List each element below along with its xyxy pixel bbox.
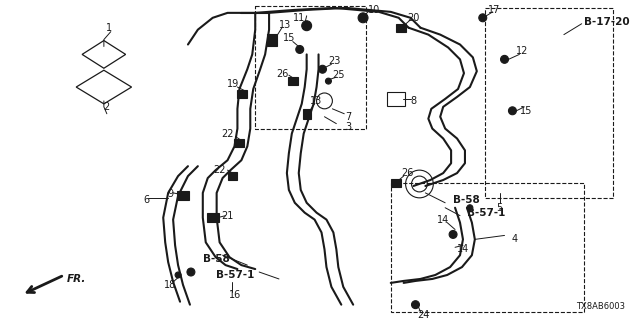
Text: B-58: B-58 bbox=[203, 254, 230, 264]
Text: 15: 15 bbox=[283, 33, 295, 43]
Text: 14: 14 bbox=[437, 215, 449, 225]
Text: 4: 4 bbox=[511, 234, 518, 244]
Bar bbox=[228, 172, 237, 180]
Circle shape bbox=[449, 230, 457, 238]
Circle shape bbox=[187, 268, 195, 276]
Text: B-57-1: B-57-1 bbox=[216, 270, 254, 280]
Text: 18: 18 bbox=[164, 280, 176, 290]
Bar bbox=[234, 140, 244, 148]
Text: 19: 19 bbox=[227, 79, 239, 89]
Text: B-57-1: B-57-1 bbox=[467, 208, 506, 218]
Text: 14: 14 bbox=[457, 244, 469, 254]
Circle shape bbox=[412, 301, 419, 308]
Circle shape bbox=[326, 78, 332, 84]
Bar bbox=[391, 179, 401, 187]
Text: TX8AB6003: TX8AB6003 bbox=[576, 302, 625, 311]
Text: 20: 20 bbox=[407, 13, 420, 23]
Text: 22: 22 bbox=[213, 165, 226, 175]
Bar bbox=[207, 213, 219, 222]
Circle shape bbox=[500, 55, 508, 63]
Text: 26: 26 bbox=[276, 69, 288, 79]
Circle shape bbox=[508, 107, 516, 115]
Bar bbox=[237, 90, 247, 98]
Circle shape bbox=[479, 14, 486, 22]
Bar bbox=[267, 34, 277, 45]
Text: 3: 3 bbox=[345, 122, 351, 132]
Text: 11: 11 bbox=[292, 13, 305, 23]
Text: 17: 17 bbox=[488, 5, 501, 15]
Text: 24: 24 bbox=[417, 309, 429, 320]
Text: 25: 25 bbox=[332, 70, 344, 80]
Bar bbox=[391, 183, 584, 312]
Text: 8: 8 bbox=[410, 96, 417, 106]
Text: 23: 23 bbox=[328, 56, 340, 66]
Circle shape bbox=[175, 272, 181, 278]
Text: 13: 13 bbox=[279, 20, 291, 30]
Bar bbox=[303, 109, 310, 119]
Text: 12: 12 bbox=[516, 46, 529, 56]
Bar bbox=[288, 77, 298, 85]
Bar bbox=[177, 191, 189, 200]
Text: 6: 6 bbox=[143, 195, 150, 205]
Circle shape bbox=[296, 45, 304, 53]
Text: 15: 15 bbox=[520, 106, 532, 116]
Bar bbox=[387, 92, 404, 106]
Text: FR.: FR. bbox=[67, 274, 86, 284]
Circle shape bbox=[319, 65, 326, 73]
Text: 10: 10 bbox=[368, 5, 380, 15]
Circle shape bbox=[467, 205, 473, 211]
Bar bbox=[396, 24, 406, 32]
Text: 1: 1 bbox=[106, 23, 112, 33]
Text: 21: 21 bbox=[221, 211, 234, 221]
Text: 5: 5 bbox=[497, 203, 502, 213]
Text: B-58: B-58 bbox=[453, 195, 480, 205]
Text: 22: 22 bbox=[221, 129, 234, 139]
Text: 16: 16 bbox=[229, 290, 241, 300]
Text: 2: 2 bbox=[104, 102, 110, 112]
Circle shape bbox=[358, 13, 368, 23]
Text: 26: 26 bbox=[401, 168, 414, 178]
Text: 13: 13 bbox=[310, 96, 323, 106]
Text: 7: 7 bbox=[345, 112, 351, 122]
Bar bbox=[255, 6, 366, 129]
Text: 9: 9 bbox=[167, 189, 173, 199]
Text: B-17-20: B-17-20 bbox=[584, 17, 629, 27]
Bar bbox=[484, 8, 613, 198]
Circle shape bbox=[301, 21, 312, 31]
